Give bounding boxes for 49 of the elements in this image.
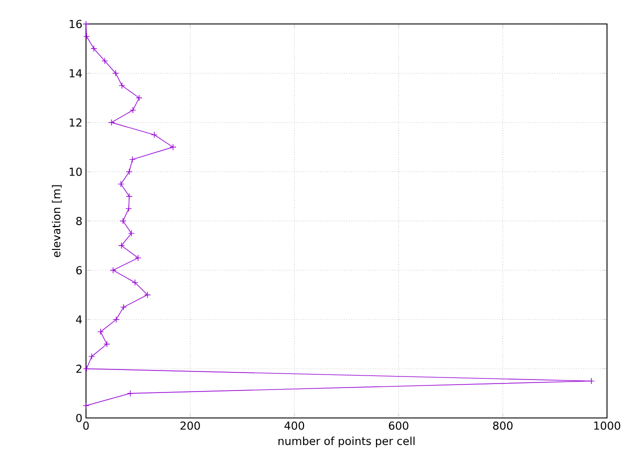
- point: [120, 304, 127, 311]
- point: [90, 45, 98, 52]
- point: [83, 32, 90, 40]
- point: [118, 242, 125, 249]
- point: [136, 94, 142, 102]
- x-tick-label: 600: [388, 422, 408, 430]
- point: [83, 365, 90, 372]
- point: [132, 279, 138, 286]
- x-tick-label: 200: [180, 422, 200, 430]
- point: [126, 168, 133, 176]
- point: [82, 402, 90, 410]
- y-tick-label: 10: [70, 168, 82, 176]
- point: [144, 292, 151, 298]
- y-tick-label: 16: [70, 20, 82, 28]
- point: [129, 156, 136, 163]
- point: [112, 70, 120, 77]
- x-axis-title: number of points per cell: [278, 436, 414, 448]
- y-tick-label: 0: [76, 414, 82, 422]
- point: [130, 106, 136, 114]
- point: [120, 218, 126, 224]
- y-tick-label: 6: [76, 266, 82, 274]
- x-tick-label: 800: [493, 422, 513, 430]
- point: [125, 205, 132, 212]
- point: [104, 340, 110, 348]
- point: [97, 328, 104, 336]
- y-tick-label: 2: [76, 364, 82, 373]
- y-tick-label: 8: [76, 216, 82, 226]
- point: [150, 131, 158, 138]
- point: [170, 144, 176, 150]
- x-tick-label: 0: [83, 422, 89, 430]
- point: [128, 230, 135, 237]
- point: [88, 353, 96, 360]
- point: [108, 119, 115, 126]
- point: [118, 180, 124, 188]
- point: [134, 254, 142, 262]
- y-axis-title: elevation [m]: [52, 185, 62, 258]
- point: [82, 20, 90, 28]
- y-tick-label: 12: [70, 118, 82, 127]
- point: [588, 378, 595, 384]
- point: [118, 82, 126, 89]
- x-tick-label: 400: [284, 422, 304, 430]
- x-tick-label: 1000: [594, 422, 620, 430]
- point: [112, 316, 120, 323]
- point: [126, 193, 133, 200]
- point: [101, 58, 108, 64]
- point: [126, 390, 134, 397]
- point: [110, 266, 116, 274]
- y-tick-label: 4: [76, 315, 82, 324]
- y-tick-label: 14: [70, 69, 82, 78]
